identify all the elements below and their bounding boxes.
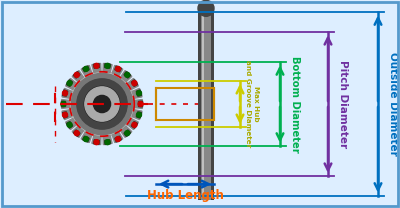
Circle shape xyxy=(62,91,68,96)
Polygon shape xyxy=(115,66,121,72)
Polygon shape xyxy=(83,136,89,142)
Polygon shape xyxy=(120,126,132,137)
Polygon shape xyxy=(66,78,77,89)
Polygon shape xyxy=(132,110,142,120)
Circle shape xyxy=(132,81,137,86)
Polygon shape xyxy=(66,119,77,130)
Text: Outside Diameter: Outside Diameter xyxy=(388,52,398,156)
Polygon shape xyxy=(105,140,110,144)
Text: Bottom Diameter: Bottom Diameter xyxy=(290,56,300,152)
Circle shape xyxy=(62,112,68,117)
Circle shape xyxy=(84,66,88,71)
Text: Pitch Diameter: Pitch Diameter xyxy=(338,60,348,148)
Circle shape xyxy=(74,72,79,77)
Polygon shape xyxy=(62,110,72,120)
Circle shape xyxy=(116,66,120,71)
Text: Max Hub
and Groove Diameter: Max Hub and Groove Diameter xyxy=(246,60,258,148)
Polygon shape xyxy=(62,88,72,98)
Polygon shape xyxy=(66,121,73,128)
Circle shape xyxy=(138,102,143,106)
Circle shape xyxy=(92,94,112,114)
Polygon shape xyxy=(73,130,80,136)
Polygon shape xyxy=(124,72,131,78)
Circle shape xyxy=(67,81,72,86)
Polygon shape xyxy=(136,112,142,118)
Polygon shape xyxy=(131,80,138,87)
Circle shape xyxy=(132,122,137,127)
Polygon shape xyxy=(112,66,123,76)
Text: Hub Length: Hub Length xyxy=(146,189,224,202)
Circle shape xyxy=(94,63,99,68)
Circle shape xyxy=(105,140,110,145)
Polygon shape xyxy=(73,72,80,78)
Circle shape xyxy=(136,91,142,96)
Circle shape xyxy=(94,140,99,145)
Polygon shape xyxy=(66,80,73,87)
Polygon shape xyxy=(112,132,123,142)
Circle shape xyxy=(61,102,66,106)
Polygon shape xyxy=(83,66,89,72)
Polygon shape xyxy=(92,136,101,145)
Polygon shape xyxy=(103,63,112,72)
Bar xyxy=(211,8,214,200)
Circle shape xyxy=(67,122,72,127)
Circle shape xyxy=(84,86,120,122)
Polygon shape xyxy=(131,121,138,128)
Circle shape xyxy=(69,71,135,137)
Polygon shape xyxy=(134,100,142,108)
Circle shape xyxy=(125,131,130,136)
Polygon shape xyxy=(136,90,142,96)
Polygon shape xyxy=(138,101,142,107)
Circle shape xyxy=(84,137,88,142)
Polygon shape xyxy=(81,132,92,142)
Bar xyxy=(198,8,201,200)
Circle shape xyxy=(116,137,120,142)
Polygon shape xyxy=(62,100,70,108)
Circle shape xyxy=(85,87,119,121)
Polygon shape xyxy=(94,140,99,144)
Polygon shape xyxy=(120,71,132,82)
Polygon shape xyxy=(92,63,101,72)
Polygon shape xyxy=(62,101,66,107)
Circle shape xyxy=(105,63,110,68)
Polygon shape xyxy=(105,64,110,68)
Circle shape xyxy=(74,131,79,136)
Polygon shape xyxy=(62,90,68,96)
Polygon shape xyxy=(103,136,112,145)
Polygon shape xyxy=(115,136,121,142)
Polygon shape xyxy=(132,88,142,98)
Circle shape xyxy=(198,0,214,16)
Polygon shape xyxy=(127,78,138,89)
Polygon shape xyxy=(127,119,138,130)
Polygon shape xyxy=(72,126,84,137)
Circle shape xyxy=(71,73,133,135)
Polygon shape xyxy=(81,66,92,76)
Polygon shape xyxy=(94,64,99,68)
Bar xyxy=(156,88,214,120)
Polygon shape xyxy=(72,71,84,82)
Circle shape xyxy=(125,72,130,77)
Polygon shape xyxy=(124,130,131,136)
Circle shape xyxy=(94,95,110,113)
Circle shape xyxy=(136,112,142,117)
Bar xyxy=(198,8,214,200)
Circle shape xyxy=(77,79,127,129)
Polygon shape xyxy=(62,112,68,118)
